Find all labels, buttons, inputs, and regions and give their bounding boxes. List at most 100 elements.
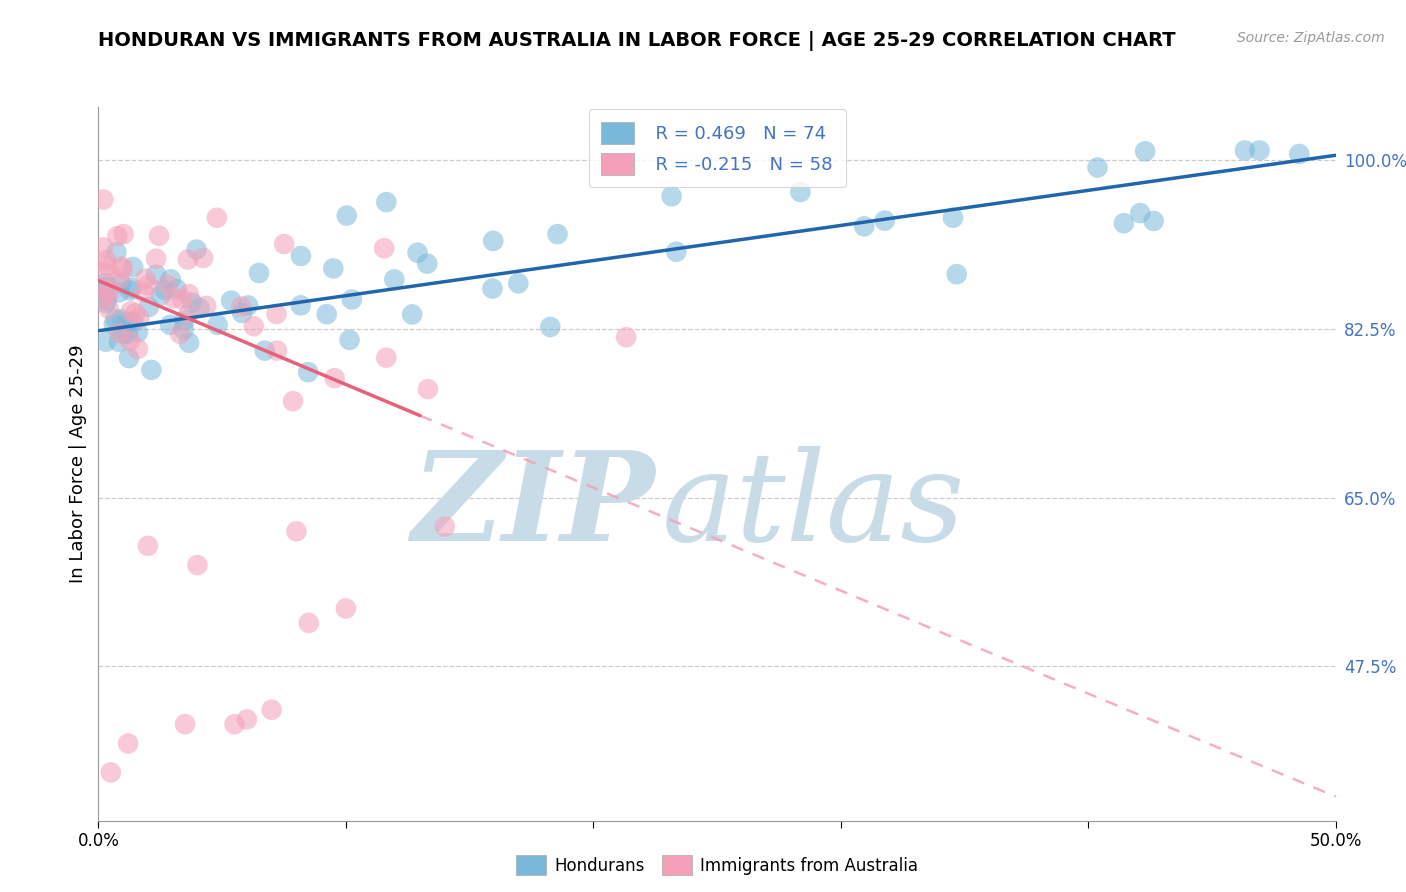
Point xyxy=(156,277,179,292)
Point xyxy=(335,601,357,615)
Point xyxy=(406,245,429,260)
Point xyxy=(93,193,115,207)
Point xyxy=(98,285,121,300)
Point xyxy=(224,717,246,731)
Point xyxy=(173,313,195,327)
Point xyxy=(128,310,150,325)
Point xyxy=(297,365,319,379)
Point xyxy=(153,283,176,297)
Point xyxy=(136,278,159,293)
Point xyxy=(127,326,149,340)
Text: ZIP: ZIP xyxy=(412,446,655,567)
Point xyxy=(169,326,191,341)
Point xyxy=(481,281,503,295)
Point xyxy=(173,322,195,336)
Point xyxy=(141,363,163,377)
Point xyxy=(614,330,637,344)
Point xyxy=(873,213,896,227)
Point xyxy=(174,717,197,731)
Point xyxy=(127,342,149,356)
Point xyxy=(96,283,118,297)
Point xyxy=(219,293,242,308)
Point xyxy=(195,299,218,313)
Point xyxy=(138,300,160,314)
Point xyxy=(118,351,141,365)
Point xyxy=(145,268,167,282)
Point xyxy=(103,318,125,332)
Point xyxy=(170,293,193,307)
Point xyxy=(661,189,683,203)
Point xyxy=(945,267,967,281)
Point xyxy=(1087,161,1109,175)
Text: atlas: atlas xyxy=(661,446,965,567)
Point xyxy=(94,334,117,349)
Point xyxy=(1129,206,1152,220)
Point xyxy=(236,298,259,312)
Point xyxy=(97,301,120,316)
Point xyxy=(117,737,139,751)
Point xyxy=(121,281,143,295)
Point xyxy=(375,195,398,210)
Point xyxy=(159,272,181,286)
Point xyxy=(285,524,308,539)
Point xyxy=(273,237,295,252)
Point xyxy=(136,539,159,553)
Point xyxy=(266,307,288,321)
Point xyxy=(1143,214,1166,228)
Point xyxy=(260,703,283,717)
Point xyxy=(281,394,304,409)
Point xyxy=(942,211,965,225)
Point xyxy=(135,271,157,285)
Point xyxy=(340,293,363,307)
Point xyxy=(145,252,167,266)
Point xyxy=(186,558,208,573)
Point xyxy=(112,227,135,241)
Point xyxy=(665,244,688,259)
Point xyxy=(323,371,346,385)
Point xyxy=(508,277,530,291)
Point xyxy=(290,298,312,312)
Point xyxy=(205,211,228,225)
Point xyxy=(110,260,132,274)
Point xyxy=(207,318,229,332)
Point xyxy=(110,277,132,291)
Point xyxy=(177,307,200,321)
Point xyxy=(96,259,118,273)
Point xyxy=(186,243,208,257)
Point xyxy=(236,712,259,726)
Point xyxy=(247,266,270,280)
Point xyxy=(433,519,456,533)
Point xyxy=(373,241,395,255)
Point xyxy=(108,285,131,300)
Point xyxy=(117,326,139,341)
Point xyxy=(1288,147,1310,161)
Point xyxy=(298,615,321,630)
Point xyxy=(322,261,344,276)
Text: Source: ZipAtlas.com: Source: ZipAtlas.com xyxy=(1237,31,1385,45)
Point xyxy=(120,334,142,348)
Point xyxy=(853,219,876,234)
Point xyxy=(94,296,117,310)
Point xyxy=(789,185,811,199)
Point xyxy=(108,272,131,286)
Legend: Hondurans, Immigrants from Australia: Hondurans, Immigrants from Australia xyxy=(508,847,927,884)
Point xyxy=(375,351,398,365)
Point xyxy=(120,304,142,318)
Text: HONDURAN VS IMMIGRANTS FROM AUSTRALIA IN LABOR FORCE | AGE 25-29 CORRELATION CHA: HONDURAN VS IMMIGRANTS FROM AUSTRALIA IN… xyxy=(98,31,1175,51)
Point xyxy=(231,306,253,320)
Point xyxy=(315,307,337,321)
Point xyxy=(382,272,405,286)
Point xyxy=(94,253,117,268)
Y-axis label: In Labor Force | Age 25-29: In Labor Force | Age 25-29 xyxy=(69,344,87,583)
Point xyxy=(122,315,145,329)
Point xyxy=(104,312,127,326)
Point xyxy=(93,292,115,306)
Point xyxy=(482,234,505,248)
Point xyxy=(253,343,276,358)
Point xyxy=(416,257,439,271)
Point xyxy=(1249,144,1271,158)
Point xyxy=(111,261,134,276)
Point xyxy=(188,301,211,315)
Point xyxy=(124,306,146,320)
Point xyxy=(100,765,122,780)
